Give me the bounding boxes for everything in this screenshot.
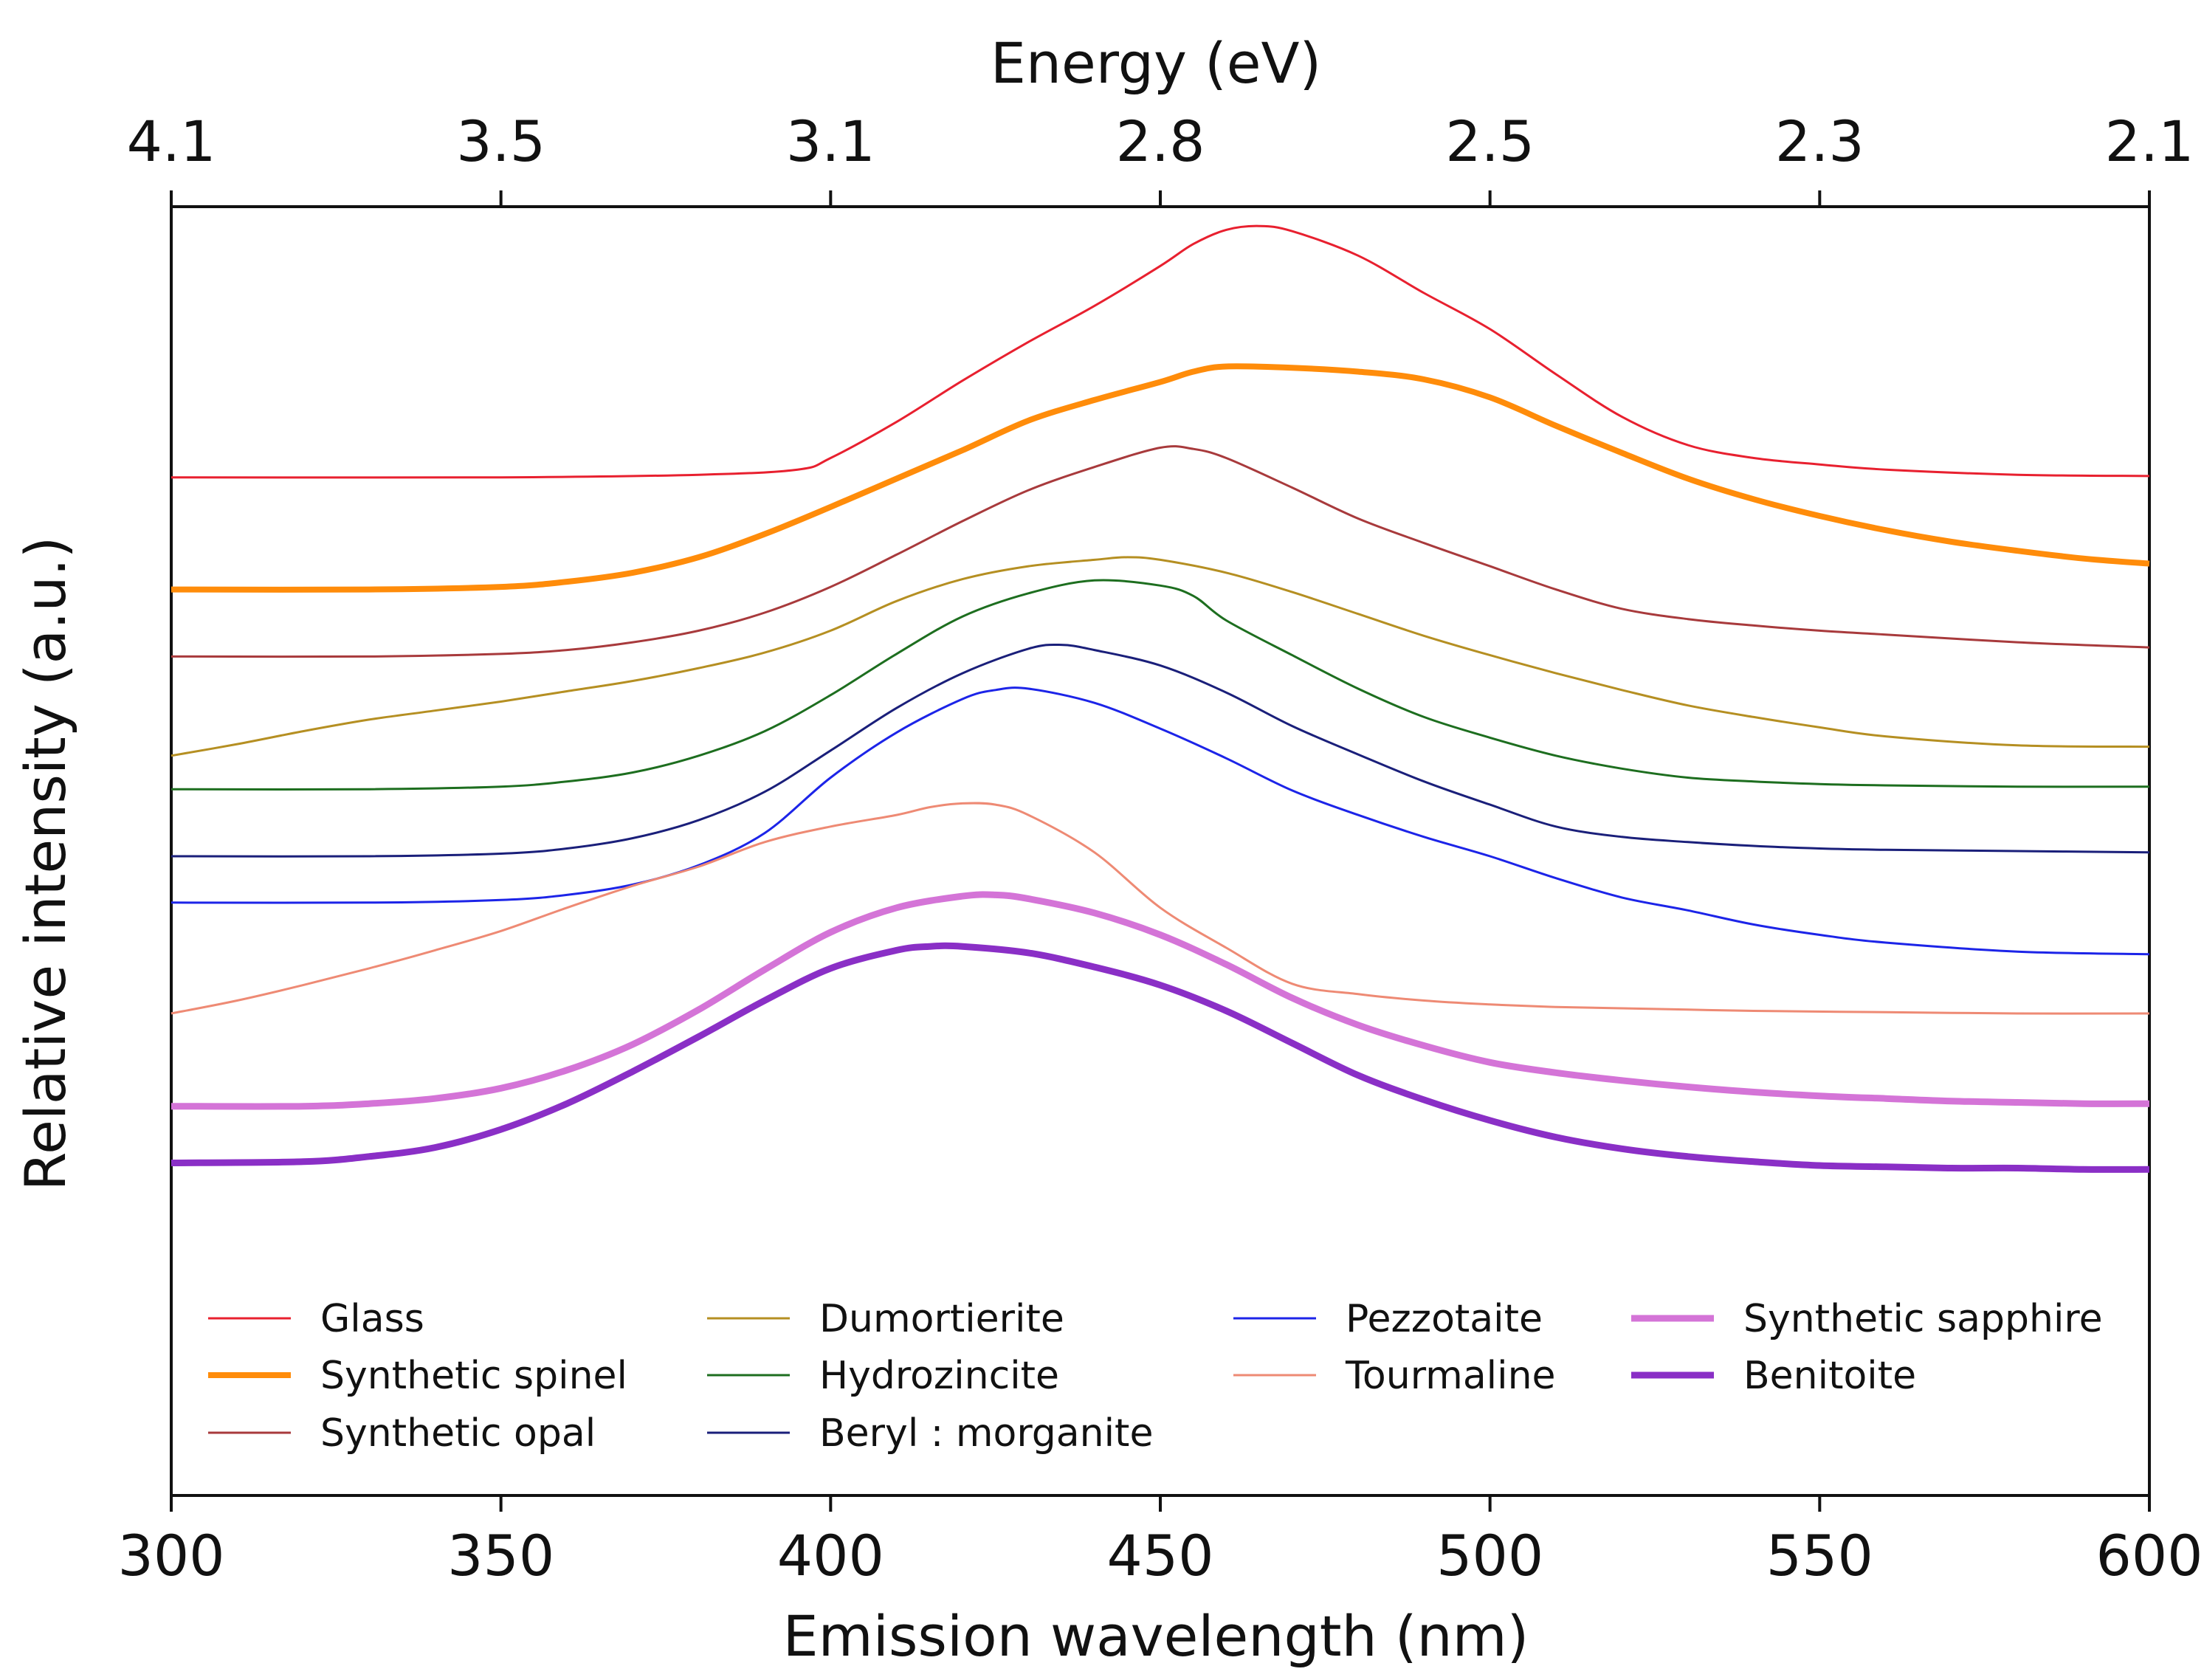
series-line-synthetic-spinel — [171, 363, 2150, 593]
top-x-axis: 4.1 3.5 3.1 2.8 2.5 2.3 2.1 — [127, 109, 2194, 207]
series-line-benitoite — [171, 942, 2150, 1173]
series-line-hydrozincite — [171, 579, 2150, 791]
series-line-tourmaline — [171, 802, 2150, 1015]
legend-label-pezzotaite: Pezzotaite — [1346, 1297, 1543, 1341]
series-line-synthetic-sapphire — [171, 891, 2150, 1110]
top-tick-label: 3.1 — [786, 109, 875, 174]
top-tick-label: 2.1 — [2105, 109, 2194, 174]
x-tick-label: 500 — [1436, 1523, 1543, 1588]
x-axis-title: Emission wavelength (nm) — [783, 1603, 1529, 1669]
legend: Glass Synthetic spinel Synthetic opal Dumor… — [208, 1297, 2103, 1456]
x-tick-label: 400 — [777, 1523, 884, 1588]
x-tick-label: 600 — [2095, 1523, 2203, 1588]
legend-label-dumortierite: Dumortierite — [819, 1297, 1064, 1341]
series-layer — [171, 224, 2150, 1173]
series-line-glass — [171, 224, 2150, 479]
series-line-synthetic-opal — [171, 445, 2150, 658]
legend-label-tourmaline: Tourmaline — [1345, 1354, 1556, 1398]
legend-label-hydrozincite: Hydrozincite — [819, 1354, 1059, 1398]
series-line-beryl-morganite — [171, 643, 2150, 858]
x-tick-label: 350 — [447, 1523, 554, 1588]
legend-label-synthetic-spinel: Synthetic spinel — [320, 1354, 627, 1398]
legend-label-glass: Glass — [320, 1297, 424, 1341]
top-tick-label: 4.1 — [127, 109, 216, 174]
bottom-x-axis: 300 350 400 450 500 550 600 — [117, 1495, 2203, 1588]
x-tick-label: 300 — [117, 1523, 224, 1588]
y-axis-title: Relative intensity (a.u.) — [13, 537, 78, 1191]
legend-label-benitoite: Benitoite — [1743, 1354, 1916, 1398]
top-tick-label: 2.8 — [1116, 109, 1205, 174]
x-tick-label: 450 — [1106, 1523, 1213, 1588]
legend-label-synthetic-sapphire: Synthetic sapphire — [1743, 1297, 2103, 1341]
top-tick-label: 2.3 — [1775, 109, 1864, 174]
series-line-pezzotaite — [171, 686, 2150, 956]
top-tick-label: 2.5 — [1445, 109, 1535, 174]
series-line-dumortierite — [171, 556, 2150, 757]
legend-label-beryl-morganite: Beryl : morganite — [819, 1411, 1153, 1456]
top-tick-label: 3.5 — [456, 109, 545, 174]
top-x-axis-title: Energy (eV) — [991, 30, 1321, 96]
legend-label-synthetic-opal: Synthetic opal — [320, 1411, 596, 1456]
x-tick-label: 550 — [1766, 1523, 1873, 1588]
